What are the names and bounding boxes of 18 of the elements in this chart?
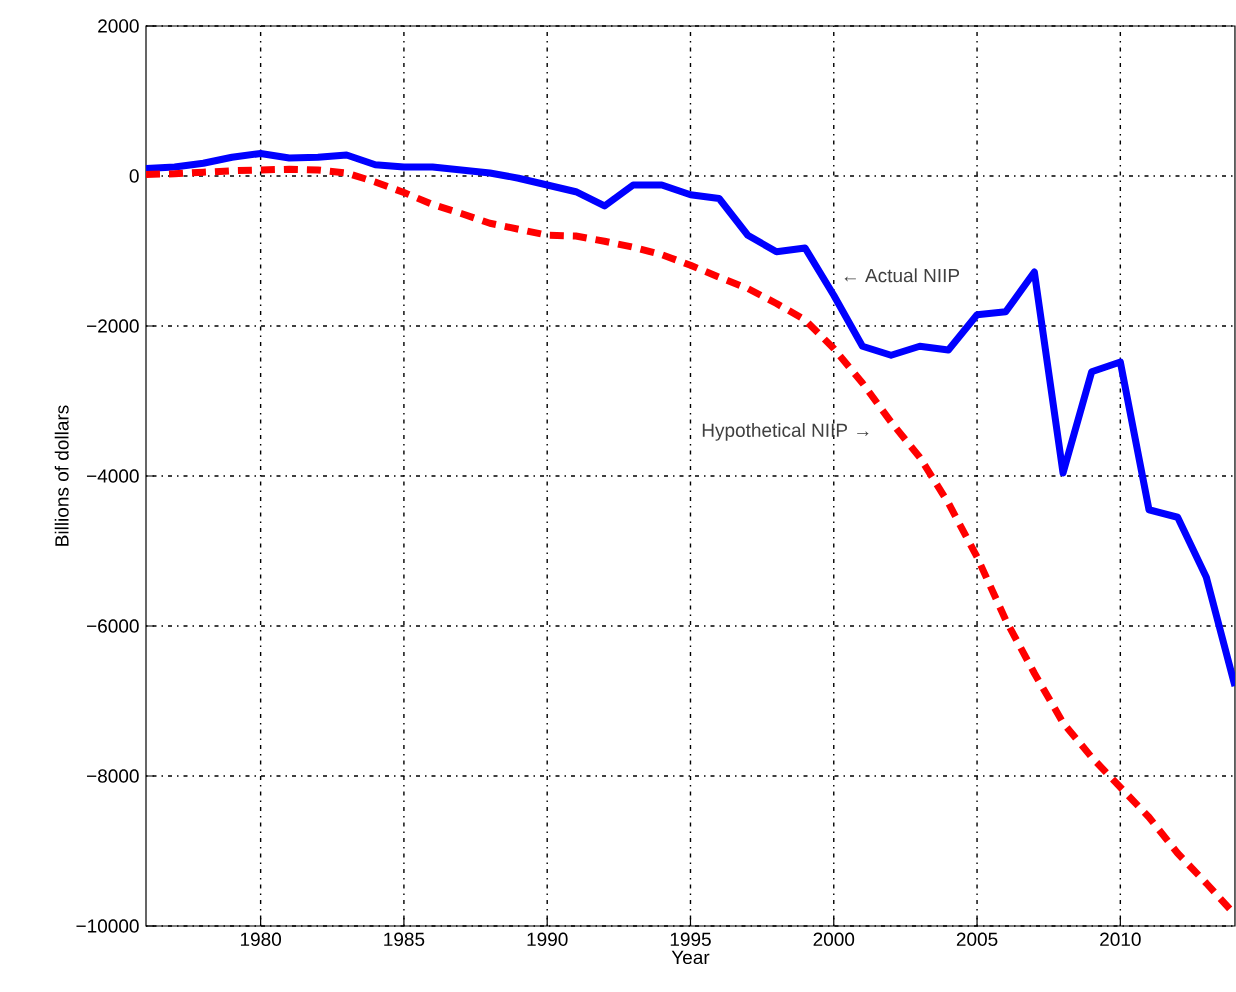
- x-tick-label: 2010: [1100, 932, 1141, 946]
- x-tick-label: 1990: [527, 932, 568, 946]
- y-axis-title: Billions of dollars: [54, 405, 69, 546]
- x-tick-label: 2005: [956, 932, 998, 946]
- y-tick-label: −4000: [87, 469, 139, 483]
- y-tick-label: 2000: [98, 19, 139, 33]
- x-tick-label: 1995: [670, 932, 711, 946]
- y-tick-label: −6000: [87, 619, 139, 633]
- annotation: Hypothetical NIIP →: [702, 423, 869, 441]
- x-tick-label: 2000: [813, 932, 855, 946]
- y-tick-label: −2000: [87, 319, 139, 333]
- x-tick-label: 1985: [384, 932, 425, 946]
- x-tick-label: 1980: [240, 932, 282, 946]
- y-tick-label: −10000: [76, 919, 139, 933]
- annotation: ← Actual NIIP: [844, 268, 960, 283]
- x-axis-title: Year: [671, 950, 710, 965]
- y-tick-label: 0: [129, 169, 139, 183]
- y-tick-label: −8000: [87, 769, 139, 783]
